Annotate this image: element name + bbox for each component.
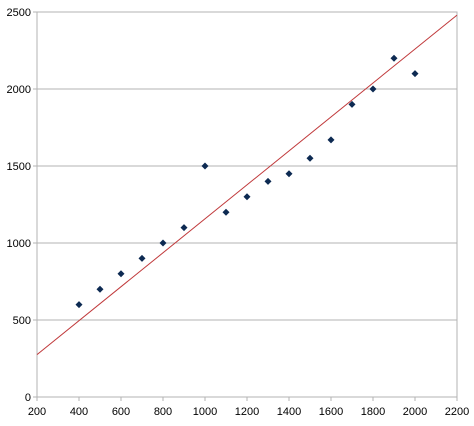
data-point <box>348 100 356 108</box>
data-point <box>75 301 83 309</box>
x-tick-label: 1800 <box>361 406 385 418</box>
data-point <box>138 254 146 262</box>
data-points <box>75 54 419 309</box>
x-tick-label: 1400 <box>277 406 301 418</box>
y-tick-label: 0 <box>25 392 31 404</box>
data-point <box>222 208 230 216</box>
y-tick-label: 2500 <box>7 7 31 19</box>
data-point <box>243 193 251 201</box>
x-tick-label: 800 <box>154 406 172 418</box>
x-axis-tick-labels: 200 400 600 800 1000 1200 1400 1600 1800 2000 2200 <box>28 406 469 418</box>
x-tick-label: 200 <box>28 406 46 418</box>
data-point <box>327 136 335 144</box>
data-point <box>369 85 377 93</box>
data-point <box>117 270 125 278</box>
x-tick-label: 400 <box>70 406 88 418</box>
data-point <box>285 170 293 178</box>
axes <box>33 11 458 401</box>
plot-frame <box>36 11 458 398</box>
x-tick-label: 600 <box>112 406 130 418</box>
data-point <box>96 285 104 293</box>
y-tick-label: 1500 <box>7 161 31 173</box>
data-point <box>264 177 272 185</box>
x-tick-label: 2200 <box>445 406 469 418</box>
y-tick-label: 1000 <box>7 238 31 250</box>
x-tick-label: 1200 <box>235 406 259 418</box>
y-tick-label: 2000 <box>7 84 31 96</box>
trendline-group <box>36 14 458 356</box>
data-point <box>201 162 209 170</box>
gridlines <box>37 11 457 398</box>
x-tick-label: 2000 <box>403 406 427 418</box>
x-tick-label: 1600 <box>319 406 343 418</box>
trendline <box>36 14 458 356</box>
data-point <box>390 54 398 62</box>
y-tick-label: 500 <box>13 315 31 327</box>
data-point <box>180 224 188 232</box>
x-tick-label: 1000 <box>193 406 217 418</box>
data-point <box>159 239 167 247</box>
data-point <box>306 154 314 162</box>
y-axis-tick-labels: 0 500 1000 1500 2000 2500 <box>7 7 31 404</box>
data-point <box>411 70 419 78</box>
